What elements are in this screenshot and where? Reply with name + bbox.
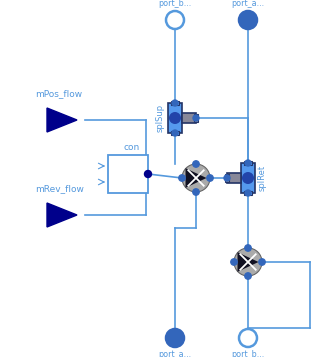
Bar bbox=[244, 191, 252, 195]
Circle shape bbox=[242, 172, 254, 184]
Circle shape bbox=[239, 329, 257, 347]
Bar bbox=[244, 161, 252, 165]
Bar bbox=[108, 155, 148, 193]
Bar bbox=[171, 131, 179, 135]
Circle shape bbox=[245, 273, 251, 279]
Polygon shape bbox=[185, 168, 207, 188]
Circle shape bbox=[245, 190, 251, 196]
Bar bbox=[171, 101, 179, 105]
Text: splSup: splSup bbox=[156, 104, 165, 132]
Text: splRet: splRet bbox=[258, 165, 267, 191]
Circle shape bbox=[172, 100, 178, 106]
Text: mPos_flow: mPos_flow bbox=[35, 90, 82, 99]
Text: port_a...: port_a... bbox=[159, 350, 192, 357]
Circle shape bbox=[193, 115, 199, 121]
Bar bbox=[227, 173, 241, 183]
Circle shape bbox=[169, 112, 181, 124]
Circle shape bbox=[231, 259, 237, 265]
Circle shape bbox=[145, 171, 152, 177]
Circle shape bbox=[172, 130, 178, 136]
Text: mRev_flow: mRev_flow bbox=[35, 185, 84, 193]
Text: port_b...: port_b... bbox=[231, 350, 264, 357]
Bar bbox=[241, 163, 255, 193]
Circle shape bbox=[224, 175, 230, 181]
Polygon shape bbox=[238, 252, 259, 272]
Polygon shape bbox=[47, 108, 77, 132]
Circle shape bbox=[193, 161, 199, 167]
Circle shape bbox=[259, 259, 265, 265]
Text: port_a...: port_a... bbox=[231, 0, 264, 8]
Bar bbox=[194, 114, 198, 122]
Bar bbox=[182, 113, 196, 123]
Text: port_b...: port_b... bbox=[158, 0, 192, 8]
Circle shape bbox=[245, 245, 251, 251]
Circle shape bbox=[193, 189, 199, 195]
Circle shape bbox=[239, 11, 257, 29]
Polygon shape bbox=[47, 203, 77, 227]
Circle shape bbox=[234, 248, 262, 276]
Bar bbox=[168, 103, 182, 133]
Circle shape bbox=[245, 160, 251, 166]
Circle shape bbox=[166, 329, 184, 347]
Bar bbox=[225, 174, 229, 182]
Circle shape bbox=[166, 11, 184, 29]
Circle shape bbox=[182, 164, 210, 192]
Text: con: con bbox=[124, 143, 140, 152]
Circle shape bbox=[207, 175, 213, 181]
Circle shape bbox=[179, 175, 185, 181]
